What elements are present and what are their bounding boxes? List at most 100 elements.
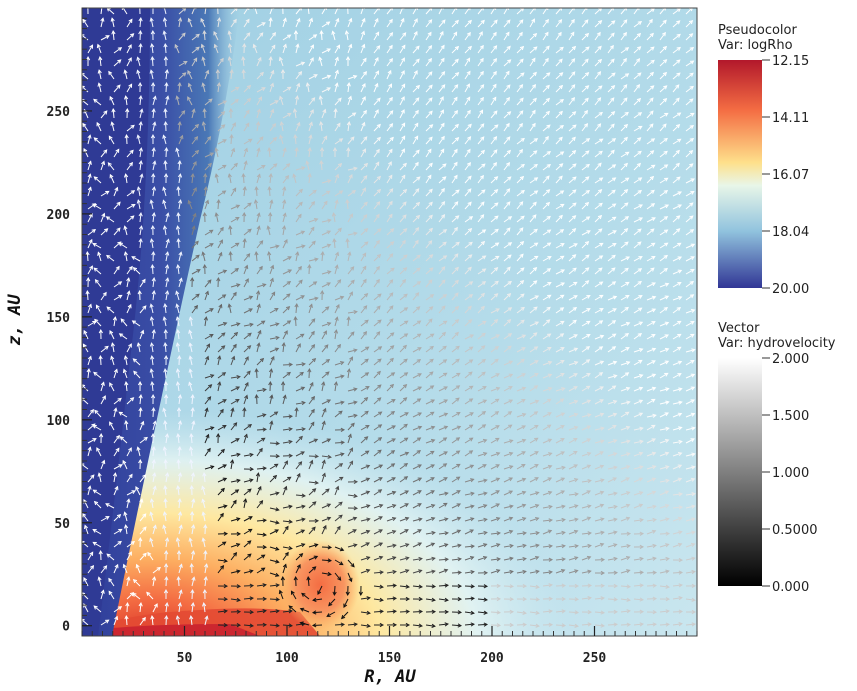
velocity-arrow [256, 584, 266, 587]
velocity-arrow [82, 123, 89, 132]
velocity-arrow-head [363, 136, 368, 141]
velocity-arrow [152, 213, 155, 223]
velocity-arrow-head [92, 529, 97, 533]
velocity-arrow [113, 464, 123, 470]
velocity-arrow-head [256, 108, 261, 113]
velocity-arrow-head [441, 279, 446, 284]
velocity-arrow [386, 345, 394, 353]
velocity-arrow-head [275, 559, 280, 564]
velocity-arrow [685, 493, 695, 496]
velocity-arrow-head [82, 122, 87, 128]
velocity-arrow-head [136, 56, 141, 61]
velocity-arrow [672, 531, 682, 535]
velocity-arrow [633, 228, 642, 236]
velocity-arrow [529, 123, 536, 132]
velocity-arrow-head [613, 452, 618, 457]
velocity-arrow-head [638, 386, 644, 391]
velocity-arrow [659, 177, 668, 184]
velocity-arrow-head [235, 242, 240, 247]
velocity-arrow [360, 71, 367, 80]
velocity-arrow-head [531, 122, 536, 128]
velocity-arrow [529, 150, 537, 158]
velocity-arrow-head [522, 517, 527, 522]
velocity-arrow-head [418, 556, 423, 562]
velocity-arrow-head [532, 266, 538, 272]
velocity-arrow-head [429, 124, 434, 129]
velocity-arrow-head [287, 86, 292, 91]
velocity-arrow [568, 426, 578, 431]
velocity-arrow [149, 538, 154, 548]
velocity-arrow [555, 190, 564, 197]
velocity-arrow-head [494, 280, 499, 285]
velocity-arrow [191, 269, 201, 275]
velocity-arrow-head [327, 571, 332, 577]
velocity-arrow-head [453, 31, 458, 36]
velocity-arrow-head [691, 583, 697, 589]
velocity-arrow-head [209, 152, 215, 157]
velocity-arrow [360, 122, 365, 132]
velocity-arrow [97, 252, 102, 262]
velocity-arrow [425, 439, 435, 444]
velocity-arrow [438, 372, 447, 379]
velocity-arrow-head [308, 303, 313, 308]
velocity-arrow-head [678, 505, 683, 510]
velocity-arrow-head [480, 136, 485, 141]
velocity-arrow-head [470, 517, 475, 522]
velocity-arrow-head [496, 583, 502, 589]
velocity-arrow [503, 188, 510, 197]
velocity-arrow-head [496, 623, 502, 628]
velocity-arrow [568, 320, 577, 327]
velocity-arrow [516, 241, 524, 249]
velocity-arrow-head [175, 316, 180, 321]
velocity-arrow-head [269, 420, 274, 425]
velocity-arrow [347, 232, 357, 236]
velocity-arrow-head [560, 255, 565, 260]
velocity-arrow-head [270, 69, 275, 75]
velocity-arrow-head [388, 18, 393, 24]
velocity-arrow [295, 295, 305, 301]
velocity-arrow-head [599, 503, 605, 508]
velocity-arrow [126, 33, 134, 41]
velocity-arrow-head [193, 57, 198, 62]
velocity-arrow-head [353, 231, 358, 236]
velocity-arrow-head [391, 490, 397, 495]
velocity-arrow [176, 538, 180, 548]
velocity-arrow [282, 293, 291, 301]
velocity-arrow [529, 624, 539, 627]
velocity-arrow [464, 398, 473, 405]
velocity-arrow [464, 385, 473, 392]
velocity-arrow-head [598, 202, 603, 207]
velocity-arrow [308, 241, 316, 249]
velocity-arrow [529, 84, 536, 93]
velocity-arrow-head [585, 359, 591, 364]
velocity-arrow [607, 97, 615, 106]
velocity-arrow [425, 585, 436, 588]
velocity-arrow-head [572, 202, 577, 207]
velocity-arrow [672, 623, 682, 626]
velocity-arrow-head [548, 504, 553, 510]
velocity-arrow [581, 58, 589, 67]
velocity-arrow [122, 8, 128, 15]
velocity-arrow-head [346, 146, 351, 152]
velocity-arrow [188, 382, 193, 392]
velocity-arrow-head [638, 256, 643, 260]
velocity-arrow [230, 284, 240, 288]
velocity-arrow-head [162, 30, 167, 35]
velocity-arrow-head [249, 322, 254, 327]
velocity-arrow-head [405, 543, 410, 548]
velocity-arrow [243, 161, 247, 171]
velocity-arrow-head [547, 529, 553, 534]
velocity-arrow [204, 317, 207, 327]
velocity-arrow-head [125, 601, 130, 607]
velocity-arrow-head [454, 253, 459, 258]
velocity-arrow-head [261, 437, 266, 442]
velocity-arrow [217, 356, 221, 366]
velocity-arrow [685, 557, 695, 561]
velocity-arrow [685, 531, 695, 535]
velocity-arrow [451, 189, 460, 197]
velocity-arrow-head [688, 33, 694, 38]
velocity-arrow-head [468, 241, 473, 246]
velocity-arrow [282, 552, 289, 561]
velocity-arrow-head [443, 451, 448, 456]
velocity-arrow-head [138, 212, 143, 217]
